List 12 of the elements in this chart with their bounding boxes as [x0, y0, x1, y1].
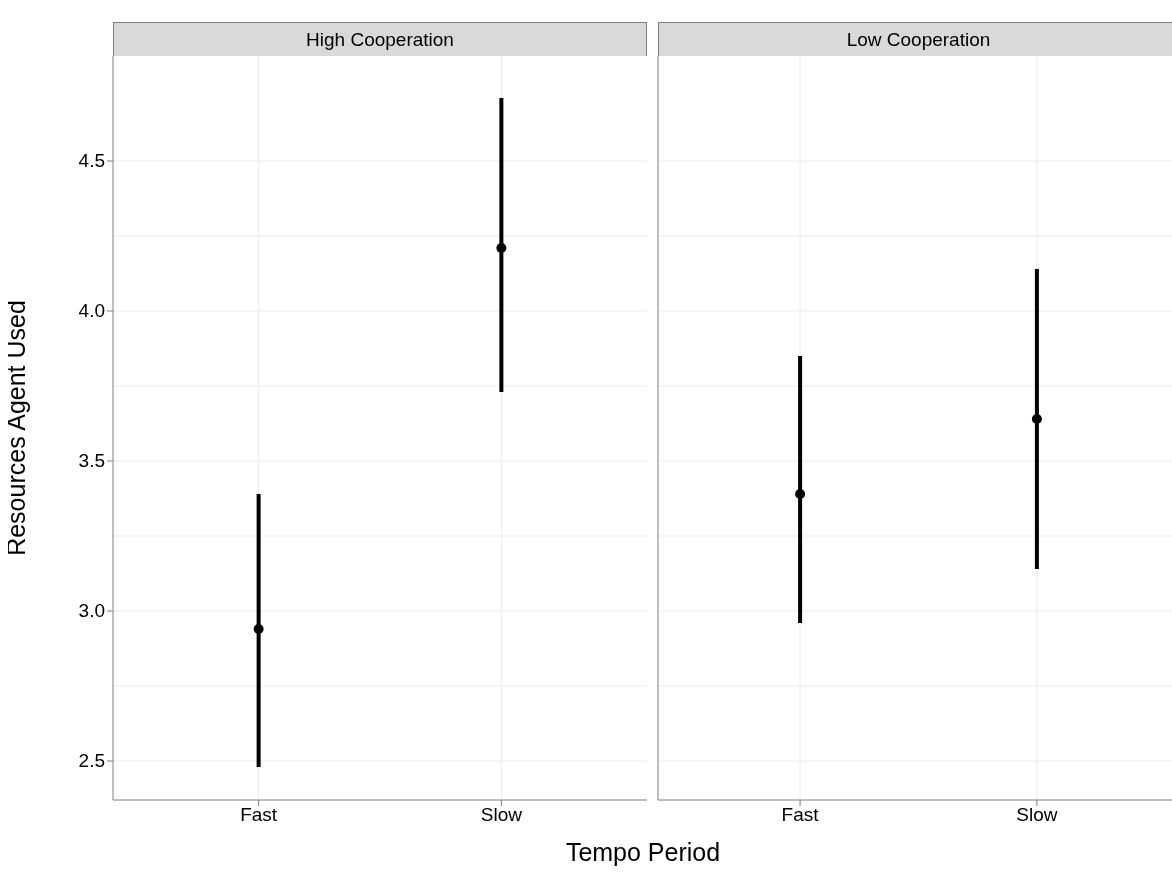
chart-title: High Cooperation	[306, 28, 454, 51]
y-tick-label: 4.0	[78, 300, 105, 321]
y-tick-label: 3.5	[78, 450, 105, 471]
x-tick-label: Fast	[781, 804, 820, 826]
chart-title: Low Cooperation	[846, 28, 991, 51]
x-tick-label: Slow	[1016, 804, 1058, 826]
y-tick-label: 4.5	[78, 150, 105, 171]
x-tick-label: Fast	[240, 804, 278, 826]
x-tick-label: Slow	[480, 804, 523, 826]
x-axis-title: Tempo Period	[564, 838, 722, 867]
y-tick-label: 3.0	[78, 600, 105, 621]
y-tick-label: 2.5	[78, 750, 105, 771]
